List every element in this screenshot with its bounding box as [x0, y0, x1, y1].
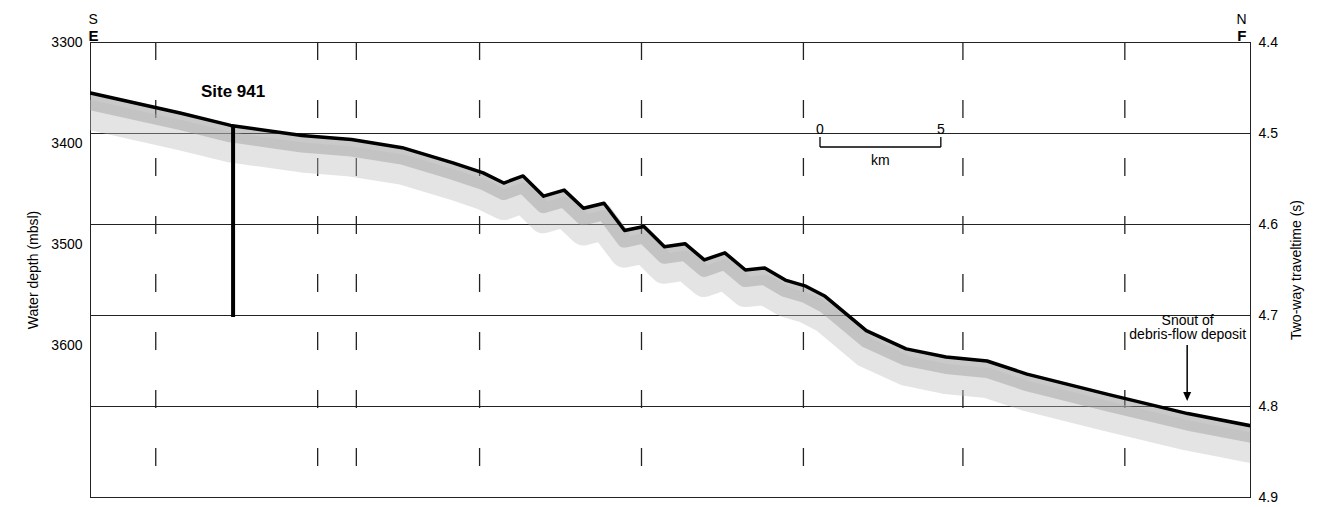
- svg-text:S: S: [89, 11, 98, 27]
- svg-text:N: N: [1236, 11, 1246, 27]
- svg-text:3300: 3300: [51, 34, 82, 50]
- svg-text:Water depth (mbsl): Water depth (mbsl): [25, 211, 41, 330]
- svg-text:3500: 3500: [51, 236, 82, 252]
- svg-text:3600: 3600: [51, 337, 82, 353]
- svg-text:4.7: 4.7: [1259, 307, 1279, 323]
- svg-text:5: 5: [937, 121, 945, 137]
- svg-text:4.8: 4.8: [1259, 398, 1279, 414]
- svg-text:Two-way traveltime (s): Two-way traveltime (s): [1288, 200, 1304, 340]
- svg-text:E: E: [89, 27, 99, 44]
- svg-text:0: 0: [816, 121, 824, 137]
- svg-text:4.6: 4.6: [1259, 216, 1279, 232]
- svg-text:km: km: [871, 152, 890, 168]
- svg-text:Site 941: Site 941: [201, 82, 265, 101]
- svg-text:Snout ofdebris-flow deposit: Snout ofdebris-flow deposit: [1129, 312, 1246, 342]
- svg-text:F: F: [1237, 27, 1246, 44]
- svg-text:4.9: 4.9: [1259, 489, 1279, 505]
- svg-text:4.4: 4.4: [1259, 34, 1279, 50]
- svg-text:4.5: 4.5: [1259, 125, 1279, 141]
- svg-text:3400: 3400: [51, 135, 82, 151]
